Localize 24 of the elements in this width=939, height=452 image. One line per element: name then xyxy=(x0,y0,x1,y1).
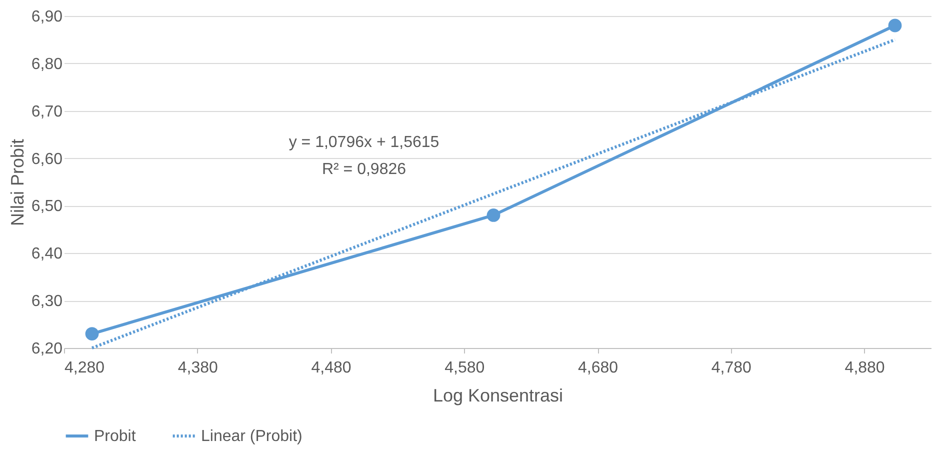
y-tick-label: 6,40 xyxy=(31,246,63,263)
y-axis-title: Nilai Probit xyxy=(7,138,28,226)
point xyxy=(85,327,99,340)
x-tick-label: 4,880 xyxy=(844,360,885,376)
annotation: y = 1,0796x + 1,5615 xyxy=(288,134,440,151)
x-tick-label: 4,480 xyxy=(311,360,352,376)
legend-label: Linear (Probit) xyxy=(201,428,302,445)
annotation: R² = 0,9826 xyxy=(322,161,406,178)
x-tick-label: 4,580 xyxy=(444,360,485,376)
y-tick-label: 6,20 xyxy=(31,340,63,358)
x-tick-label: 4,380 xyxy=(178,360,218,376)
x-tick-label: 4,680 xyxy=(578,360,618,376)
x-axis-title: Log Konsentrasi xyxy=(432,386,564,406)
y-tick-label: 6,90 xyxy=(31,8,63,26)
x-tick-label: 4,780 xyxy=(711,360,752,376)
point xyxy=(486,208,500,222)
y-tick-label: 6,80 xyxy=(31,56,63,73)
y-tick-label: 6,70 xyxy=(31,103,63,120)
y-tick-label: 6,30 xyxy=(31,293,63,310)
y-tick-label: 6,60 xyxy=(31,150,63,168)
x-tick-label: 4,280 xyxy=(64,360,105,376)
y-tick-label: 6,50 xyxy=(31,198,63,216)
point xyxy=(888,18,902,32)
legend-label: Probit xyxy=(94,428,136,445)
